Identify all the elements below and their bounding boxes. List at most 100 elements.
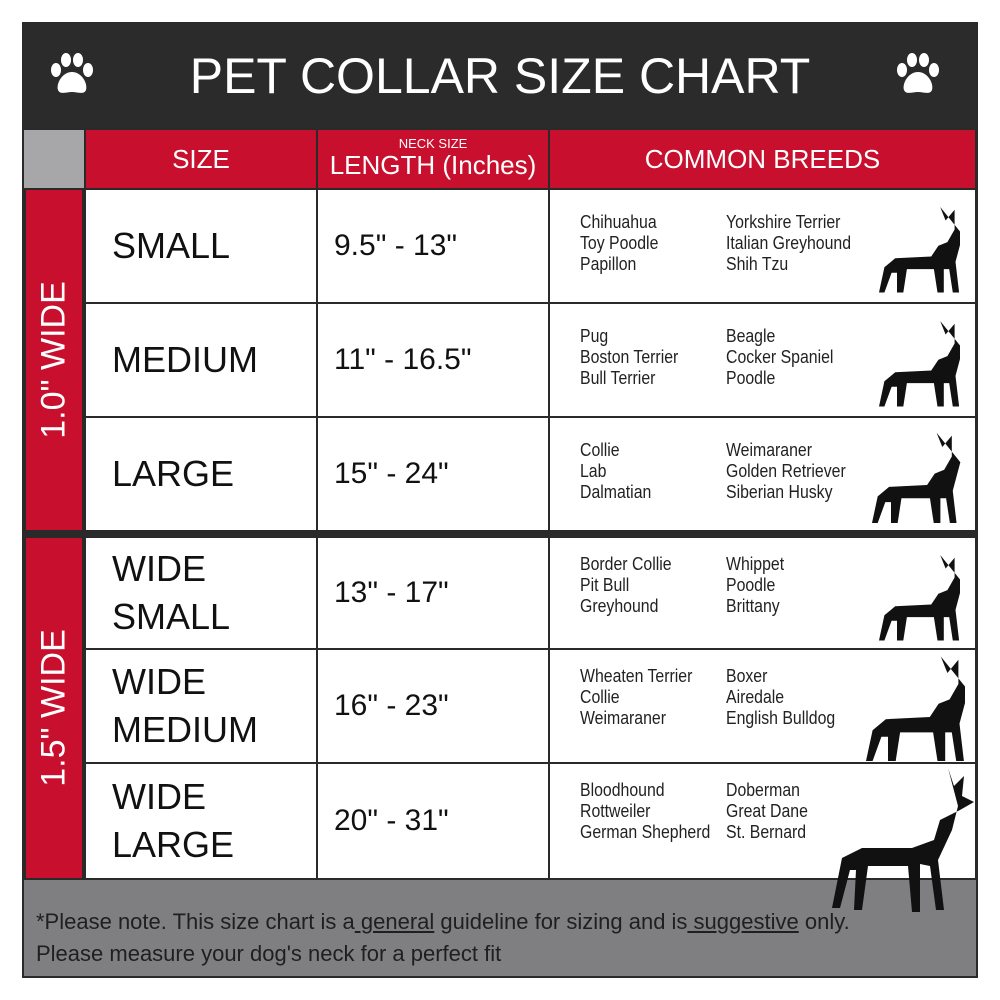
length-cell: 16" - 23" [318,650,548,762]
note-text: guideline for sizing and is [434,909,688,934]
size-label: WIDE [112,661,206,702]
header: PET COLLAR SIZE CHART [24,24,976,128]
breed-name: Rottweiler [580,801,651,821]
breed-list-1: Chihuahua Toy Poodle Papillon [580,212,658,275]
group-text: 1.5" WIDE [34,629,73,787]
column-header-length: NECK SIZE LENGTH (Inches) [318,130,548,188]
size-label: SMALL [112,596,231,637]
breed-list-2: Whippet Poodle Brittany [726,554,784,617]
length-value: 20" - 31" [334,804,449,837]
note-underlined: suggestive [687,909,799,934]
length-cell: 15" - 24" [318,418,548,530]
column-header-breeds: COMMON BREEDS [550,130,975,188]
breed-list-2: Doberman Great Dane St. Bernard [726,780,808,843]
page-title: PET COLLAR SIZE CHART [189,48,811,104]
breed-list-1: Bloodhound Rottweiler German Shepherd [580,780,710,843]
size-label: LARGE [112,453,235,494]
size-cell: MEDIUM [86,304,316,416]
breeds-cell: Collie Lab Dalmatian Weimaraner Golden Retri… [550,418,975,530]
paw-icon [897,53,939,93]
length-cell: 9.5" - 13" [318,190,548,302]
breed-name: Italian Greyhound [726,233,852,253]
size-label: LARGE [112,824,235,865]
column-header-size: SIZE [86,130,316,188]
breeds-cell: Wheaten Terrier Collie Weimaraner Boxer Aire… [550,650,975,762]
breed-name: Great Dane [726,801,808,821]
breed-name: Airedale [726,687,785,707]
doberman-silhouette-icon [832,768,974,912]
breed-name: Pug [580,326,609,346]
breed-name: Weimaraner [580,708,666,728]
breed-name: Dalmatian [580,482,652,502]
length-cell: 20" - 31" [318,764,548,878]
neck-size-label: NECK SIZE [398,136,468,151]
breed-list-2: Yorkshire Terrier Italian Greyhound Shih T… [726,212,851,275]
breed-name: St. Bernard [726,822,807,842]
size-cell: WIDE LARGE [86,764,316,878]
bulldog-silhouette-icon [879,555,960,641]
breeds-cell: Bloodhound Rottweiler German Shepherd Dober… [550,764,975,878]
breed-list-2: Boxer Airedale English Bulldog [726,666,835,729]
size-cell: SMALL [86,190,316,302]
breed-list-1: Pug Boston Terrier Bull Terrier [580,326,678,389]
footer-line-1: *Please note. This size chart is a gener… [36,906,976,938]
shepherd-silhouette-icon [872,432,961,523]
breed-name: Wheaten Terrier [580,666,693,686]
breed-name: English Bulldog [726,708,836,728]
paw-icon [51,53,93,93]
breeds-cell: Chihuahua Toy Poodle Papillon Yorkshire Ter… [550,190,975,302]
breed-name: Whippet [726,554,785,574]
length-value: 13" - 17" [334,576,449,609]
note-underlined: general [354,909,435,934]
group-label-1in: 1.0" WIDE [24,188,84,532]
breed-name: Doberman [726,780,800,800]
size-label: MEDIUM [112,339,258,380]
length-cell: 13" - 17" [318,538,548,648]
breed-name: Boxer [726,666,768,686]
breed-name: Collie [580,440,620,460]
breed-name: Chihuahua [580,212,657,232]
length-value: 16" - 23" [334,689,449,722]
size-header-label: SIZE [172,143,230,174]
note-text: only. [798,909,850,934]
breeds-cell: Pug Boston Terrier Bull Terrier Beagle Cocke… [550,304,975,416]
corner-cell [24,130,84,188]
breed-name: Border Collie [580,554,672,574]
breed-name: Weimaraner [726,440,812,460]
breed-list-2: Beagle Cocker Spaniel Poodle [726,326,833,389]
breed-name: Yorkshire Terrier [726,212,841,232]
breed-name: Poodle [726,368,776,388]
breed-name: Bloodhound [580,780,665,800]
length-value: 11" - 16.5" [334,343,472,376]
breed-name: Greyhound [580,596,659,616]
breed-name: Pit Bull [580,575,630,595]
pitbull-silhouette-icon [866,656,965,761]
small-dog-silhouette-icon [879,207,960,293]
note-text: *Please note. This size chart is a [36,909,355,934]
breed-name: Papillon [580,254,637,274]
breed-list-1: Wheaten Terrier Collie Weimaraner [580,666,692,729]
length-header-label: LENGTH (Inches) [329,150,537,180]
breeds-cell: Border Collie Pit Bull Greyhound Whippet Poo… [550,538,975,648]
breed-name: Poodle [726,575,776,595]
breed-name: Cocker Spaniel [726,347,834,367]
breed-name: German Shepherd [580,822,711,842]
size-label: WIDE [112,776,206,817]
breed-name: Lab [580,461,607,481]
length-value: 15" - 24" [334,457,449,490]
breed-name: Shih Tzu [726,254,789,274]
breed-name: Golden Retriever [726,461,846,481]
breed-name: Beagle [726,326,776,346]
footer-line-2: Please measure your dog's neck for a per… [36,941,502,966]
length-cell: 11" - 16.5" [318,304,548,416]
size-label: SMALL [112,225,231,266]
dachshund-silhouette-icon [879,321,960,407]
breed-list-1: Collie Lab Dalmatian [580,440,651,503]
group-label-1-5in: 1.5" WIDE [24,536,84,880]
breed-name: Siberian Husky [726,482,833,502]
breeds-header-label: COMMON BREEDS [644,143,881,174]
size-label: WIDE [112,548,206,589]
length-value: 9.5" - 13" [334,229,458,262]
breed-name: Bull Terrier [580,368,656,388]
size-cell: WIDE MEDIUM [86,650,316,762]
